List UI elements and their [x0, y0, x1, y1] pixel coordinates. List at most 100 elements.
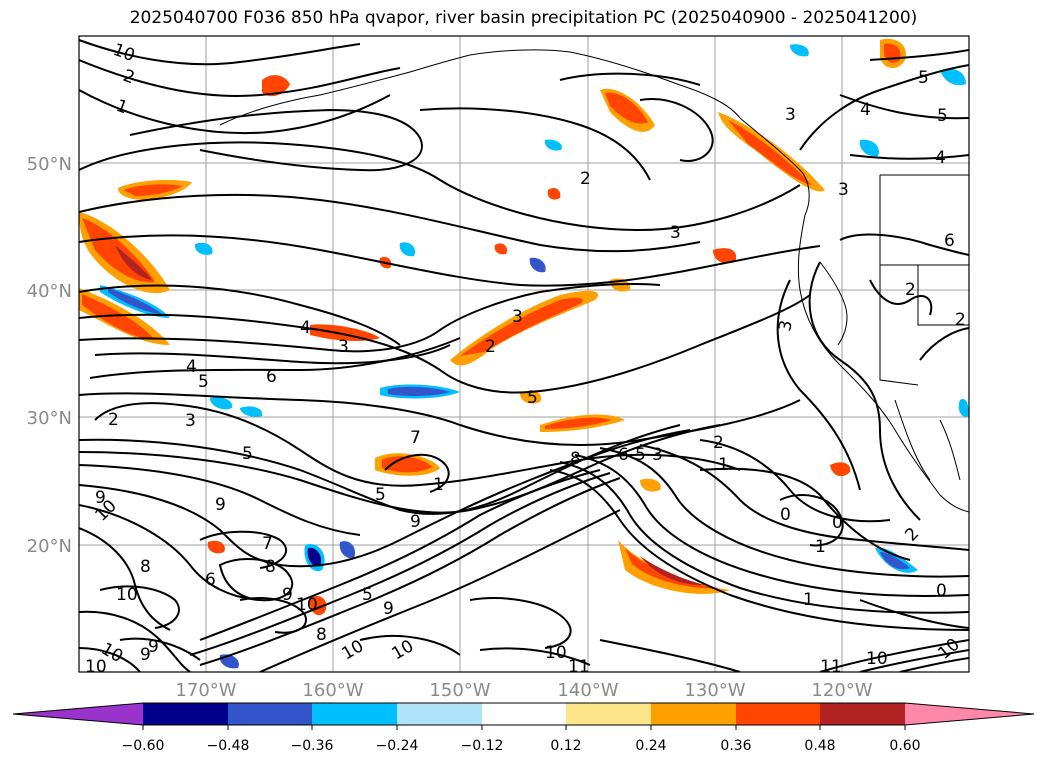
contour-line — [899, 657, 969, 672]
contour-line — [79, 283, 661, 353]
contour-label: 5 — [635, 445, 646, 465]
latitude-labels: 50°N 40°N 30°N 20°N — [27, 154, 72, 557]
contour-label: 5 — [375, 485, 386, 505]
contour-line — [79, 39, 361, 66]
contour-label: 4 — [860, 100, 871, 120]
contour-label: 4 — [186, 357, 197, 377]
contour-line — [218, 558, 294, 602]
lon-label-150w: 150°W — [429, 680, 490, 701]
colorbar-tick-label: −0.12 — [461, 738, 504, 754]
border-mexico — [939, 419, 961, 481]
colorbar-segment — [736, 703, 820, 725]
contour-line — [129, 108, 423, 172]
contour-label: 8 — [265, 557, 276, 577]
contour-line — [799, 64, 969, 151]
contour-label: 6 — [205, 570, 216, 590]
contour-line — [189, 472, 611, 656]
colorbar-tick-label: 0.60 — [889, 738, 920, 754]
shade-patch — [605, 92, 648, 124]
shade-patch — [618, 540, 730, 594]
contour-label: 6 — [266, 367, 277, 387]
contour-label: 5 — [937, 106, 948, 126]
contour-line — [776, 279, 861, 491]
contour-line — [79, 504, 261, 601]
contour-line — [79, 89, 391, 135]
lon-label-120w: 120°W — [811, 680, 872, 701]
contour-label: 5 — [198, 372, 209, 392]
contour-label: 3 — [512, 307, 523, 327]
contour-line — [859, 649, 969, 672]
contour-label: 2 — [108, 410, 119, 430]
colorbar-segment — [397, 703, 482, 725]
contour-line — [599, 639, 741, 672]
contour-line — [849, 154, 969, 160]
contour-line — [469, 597, 572, 649]
contour-line — [479, 647, 591, 666]
contour-line — [79, 294, 811, 394]
border-state — [879, 265, 919, 386]
shade-patch — [940, 68, 966, 86]
shade-patch — [194, 242, 213, 255]
contour-label: 2 — [955, 310, 966, 330]
negative-pc-shading — [100, 44, 969, 669]
contour-line — [79, 234, 821, 287]
shade-patch — [520, 390, 542, 404]
shade-patch — [339, 541, 356, 559]
contour-label: 10 — [85, 657, 107, 677]
contour-label: 3 — [838, 180, 849, 200]
coastline-bay — [819, 261, 848, 346]
shade-patch — [124, 184, 182, 196]
contour-label: 6 — [618, 445, 629, 465]
contour-line — [574, 454, 969, 597]
shade-patch — [108, 288, 162, 314]
colorbar-tick-label: −0.24 — [376, 738, 419, 754]
shade-patch — [529, 257, 546, 273]
contour-label: 0 — [832, 513, 843, 533]
lat-label-30n: 30°N — [27, 408, 72, 429]
contour-line — [79, 464, 361, 536]
coastline-baja — [894, 399, 931, 481]
shade-patch — [547, 187, 561, 200]
contour-label: 9 — [95, 488, 106, 508]
lat-label-50n: 50°N — [27, 154, 72, 175]
coastline-oregon-california — [797, 214, 841, 366]
contour-label: 2 — [905, 280, 916, 300]
contour-label: 9 — [383, 599, 394, 619]
shade-patch — [830, 462, 851, 477]
longitude-labels: 170°W 160°W 150°W 140°W 130°W 120°W — [175, 680, 872, 701]
lon-label-170w: 170°W — [175, 680, 236, 701]
contour-label: 9 — [410, 512, 421, 532]
contour-label: 3 — [185, 411, 196, 431]
contour-label: 11 — [568, 657, 590, 677]
contour-label: 8 — [140, 557, 151, 577]
contour-line — [419, 107, 651, 181]
contour-line — [199, 530, 288, 569]
contour-label: 5 — [242, 444, 253, 464]
contour-line — [819, 639, 969, 672]
contour-line — [79, 527, 171, 631]
colorbar-tick-label: 0.36 — [720, 738, 751, 754]
positive-pc-shading — [79, 38, 906, 616]
coastline-bc — [739, 117, 810, 216]
contour-line — [79, 284, 401, 346]
colorbar-tick-label: 0.24 — [635, 738, 666, 754]
contour-label: 9 — [282, 585, 293, 605]
lon-label-140w: 140°W — [557, 680, 618, 701]
contour-label: 4 — [300, 318, 311, 338]
lon-label-130w: 130°W — [684, 680, 745, 701]
contour-label: 0 — [780, 505, 791, 525]
shade-patch — [728, 120, 812, 185]
plot-title: 2025040700 F036 850 hPa qvapor, river ba… — [129, 8, 918, 28]
colorbar-tick-label: 0.12 — [550, 738, 581, 754]
contour-label: 7 — [410, 428, 421, 448]
contour-label: 8 — [570, 449, 581, 469]
contour-line — [808, 261, 921, 521]
colorbar-extend-right — [905, 703, 1034, 725]
qvapor-contours — [79, 39, 969, 672]
shade-patch — [460, 297, 583, 356]
contour-line — [699, 439, 891, 523]
contour-label: 6 — [944, 231, 955, 251]
shade-patch — [494, 243, 508, 255]
colorbar-segment — [143, 703, 228, 725]
shade-patch — [382, 456, 432, 473]
